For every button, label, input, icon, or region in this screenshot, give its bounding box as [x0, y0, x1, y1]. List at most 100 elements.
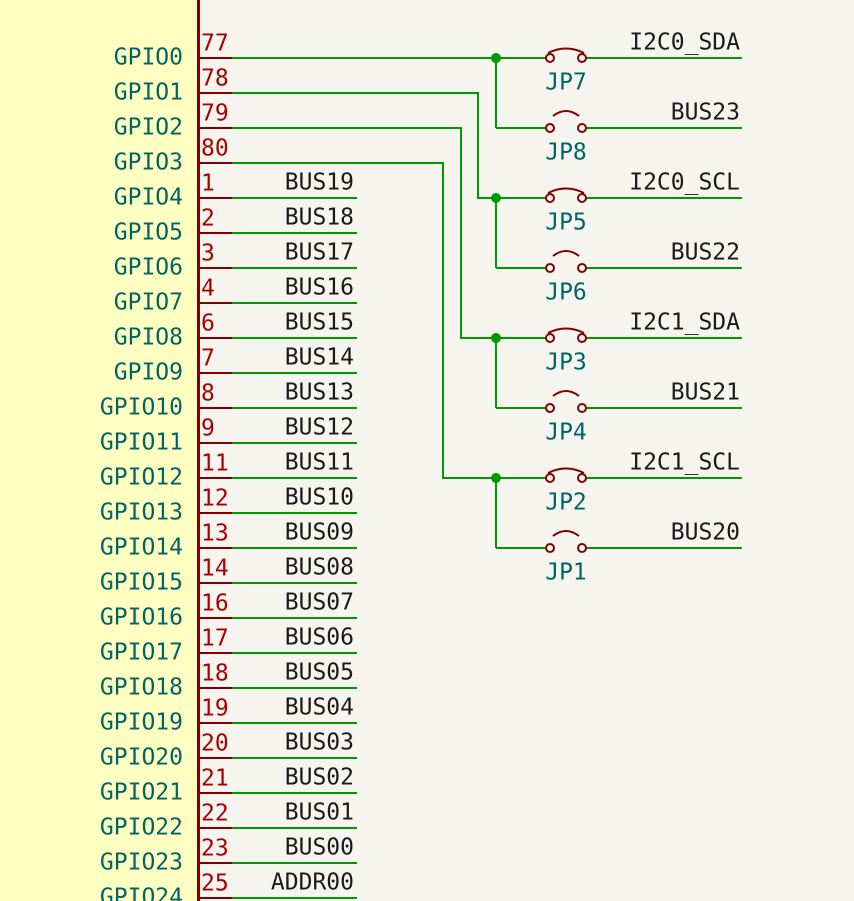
pin-number: 1	[201, 171, 215, 197]
pin-number: 22	[201, 801, 229, 827]
pin-number: 18	[201, 661, 229, 687]
net-label: BUS09	[285, 520, 354, 546]
jumper-ref: JP8	[545, 140, 587, 166]
pin-name: GPIO18	[100, 675, 183, 701]
jumper-pad	[577, 263, 587, 273]
net-label: I2C1_SDA	[629, 310, 740, 336]
pin-name: GPIO9	[114, 360, 183, 386]
pin-name: GPIO21	[100, 780, 183, 806]
pin-number: 6	[201, 311, 215, 337]
net-label: BUS14	[285, 345, 354, 371]
junction	[491, 473, 501, 483]
jumper-pad	[577, 53, 587, 63]
net-label: BUS15	[285, 310, 354, 336]
pin-number: 23	[201, 836, 229, 862]
pin-name: GPIO1	[114, 80, 183, 106]
pin-number: 9	[201, 416, 215, 442]
pin-number: 17	[201, 626, 229, 652]
net-label: BUS23	[671, 100, 740, 126]
net-label: BUS18	[285, 205, 354, 231]
pin-name: GPIO2	[114, 115, 183, 141]
net-label: BUS19	[285, 170, 354, 196]
pin-name: GPIO24	[100, 885, 183, 901]
jumper-ref: JP2	[545, 490, 587, 516]
jumper-pad	[545, 473, 555, 483]
jumper-ref: JP3	[545, 350, 587, 376]
pin-number: 79	[201, 101, 229, 127]
jumper-pad	[577, 543, 587, 553]
net-label: I2C1_SCL	[629, 450, 740, 476]
jumper-pad	[545, 263, 555, 273]
pin-name: GPIO4	[114, 185, 183, 211]
jumper-ref: JP4	[545, 420, 587, 446]
junction	[491, 53, 501, 63]
symbol-body	[0, 0, 198, 901]
net-label: BUS01	[285, 800, 354, 826]
pin-number: 11	[201, 451, 229, 477]
pin-name: GPIO3	[114, 150, 183, 176]
jumper-bridge	[552, 110, 580, 117]
pin-name: GPIO20	[100, 745, 183, 771]
pin-name: GPIO8	[114, 325, 183, 351]
junction	[491, 333, 501, 343]
jumper-pad	[545, 403, 555, 413]
pin-number: 78	[201, 66, 229, 92]
net-label: BUS12	[285, 415, 354, 441]
net-label: BUS17	[285, 240, 354, 266]
pin-name: GPIO12	[100, 465, 183, 491]
pin-number: 14	[201, 556, 229, 582]
net-label: BUS13	[285, 380, 354, 406]
pin-name: GPIO5	[114, 220, 183, 246]
net-label: BUS00	[285, 835, 354, 861]
wire	[232, 92, 496, 199]
net-label: BUS07	[285, 590, 354, 616]
jumper-ref: JP6	[545, 280, 587, 306]
pin-name: GPIO6	[114, 255, 183, 281]
net-label: I2C0_SCL	[629, 170, 740, 196]
net-label: BUS06	[285, 625, 354, 651]
jumper-bridge	[547, 327, 585, 334]
pin-name: GPIO17	[100, 640, 183, 666]
jumper-bridge	[552, 530, 580, 537]
wire	[232, 127, 496, 339]
net-label: BUS03	[285, 730, 354, 756]
pin-number: 77	[201, 31, 229, 57]
net-label: BUS04	[285, 695, 354, 721]
pin-number: 19	[201, 696, 229, 722]
pin-name: GPIO10	[100, 395, 183, 421]
net-label: BUS21	[671, 380, 740, 406]
pin-name: GPIO13	[100, 500, 183, 526]
pin-number: 8	[201, 381, 215, 407]
pin-number: 16	[201, 591, 229, 617]
pin-number: 4	[201, 276, 215, 302]
pin-name: GPIO0	[114, 45, 183, 71]
jumper-bridge	[547, 467, 585, 474]
pin-name: GPIO7	[114, 290, 183, 316]
jumper-pad	[577, 473, 587, 483]
jumper-bridge	[547, 187, 585, 194]
jumper-ref: JP7	[545, 70, 587, 96]
pin-number: 13	[201, 521, 229, 547]
pin-number: 3	[201, 241, 215, 267]
net-label: BUS11	[285, 450, 354, 476]
pin-number: 2	[201, 206, 215, 232]
jumper-pad	[545, 123, 555, 133]
pin-name: GPIO23	[100, 850, 183, 876]
pin-name: GPIO22	[100, 815, 183, 841]
pin-name: GPIO15	[100, 570, 183, 596]
wire	[232, 162, 496, 479]
jumper-ref: JP1	[545, 560, 587, 586]
jumper-ref: JP5	[545, 210, 587, 236]
pin-number: 21	[201, 766, 229, 792]
jumper-pad	[545, 53, 555, 63]
pin-name: GPIO16	[100, 605, 183, 631]
jumper-bridge	[547, 47, 585, 54]
net-label: BUS16	[285, 275, 354, 301]
pin-name: GPIO19	[100, 710, 183, 736]
net-label: ADDR00	[271, 870, 354, 896]
pin-number: 25	[201, 871, 229, 897]
jumper-pad	[577, 193, 587, 203]
net-label: BUS20	[671, 520, 740, 546]
net-label: BUS08	[285, 555, 354, 581]
